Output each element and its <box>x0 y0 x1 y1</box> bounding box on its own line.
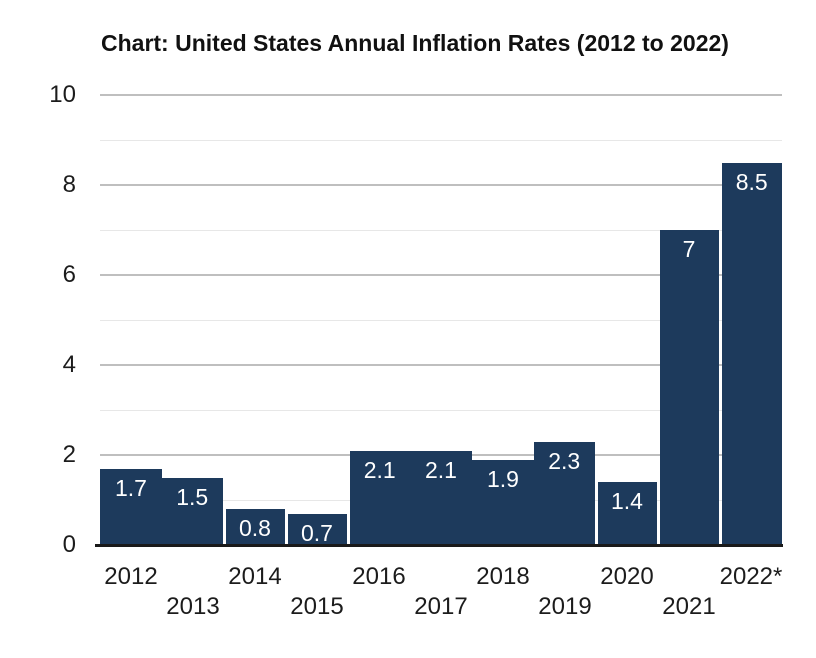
bar-value-label: 1.9 <box>487 465 519 492</box>
bar-2022: 8.5 <box>721 162 782 545</box>
bar-2017: 2.1 <box>410 450 472 545</box>
bar-2019: 2.3 <box>534 441 595 545</box>
gridline-major <box>100 274 782 276</box>
plot-area: 1.7 1.5 0.8 0.7 2.1 2.1 1.9 2.3 1.4 7 8.5 <box>100 94 782 546</box>
gridline-minor <box>100 140 782 141</box>
gridline-minor <box>100 230 782 231</box>
bar-2015: 0.7 <box>287 513 347 546</box>
y-tick-label: 6 <box>62 261 76 288</box>
x-tick-label-2019: 2019 <box>538 593 592 620</box>
bar-2018: 1.9 <box>472 459 534 545</box>
bar-value-label: 8.5 <box>735 168 768 195</box>
x-tick-label-2015: 2015 <box>290 593 344 620</box>
bar-2016: 2.1 <box>349 450 410 545</box>
gridline-minor <box>100 320 782 321</box>
bar-value-label: 0.8 <box>239 515 271 541</box>
gridline-major <box>100 184 782 186</box>
gridline-major <box>100 364 782 366</box>
bar-2020: 1.4 <box>597 482 657 545</box>
y-tick-label: 4 <box>62 351 76 378</box>
x-tick-label-2021: 2021 <box>662 593 716 620</box>
bar-2012: 1.7 <box>100 468 162 545</box>
bar-value-label: 2.1 <box>363 456 396 483</box>
x-tick-label-2016: 2016 <box>352 563 406 590</box>
chart-title: Chart: United States Annual Inflation Ra… <box>101 30 729 56</box>
x-tick-label-2012: 2012 <box>104 563 158 590</box>
bar-value-label: 1.5 <box>176 483 209 510</box>
x-tick-label-2014: 2014 <box>228 563 282 590</box>
y-tick-label: 8 <box>62 171 76 198</box>
x-tick-label-2013: 2013 <box>166 593 220 620</box>
bar-2013: 1.5 <box>162 477 223 545</box>
bar-2021: 7 <box>659 230 719 545</box>
bar-2014: 0.8 <box>225 509 285 545</box>
bar-value-label: 2.1 <box>425 456 457 483</box>
bar-value-label: 1.4 <box>611 488 643 514</box>
bar-value-label: 2.3 <box>548 447 581 474</box>
y-tick-label: 10 <box>49 81 76 108</box>
y-tick-label: 2 <box>62 441 76 468</box>
x-tick-label-2018: 2018 <box>476 563 530 590</box>
gridline-major <box>100 94 782 96</box>
x-tick-label-2022: 2022* <box>719 563 783 590</box>
y-tick-label: 0 <box>62 531 76 558</box>
gridline-minor <box>100 410 782 411</box>
x-axis-baseline <box>95 544 783 547</box>
bar-value-label: 1.7 <box>115 474 147 501</box>
bar-value-label: 7 <box>682 236 696 262</box>
bar-value-label: 0.7 <box>301 519 333 546</box>
x-tick-label-2020: 2020 <box>600 563 654 590</box>
x-tick-label-2017: 2017 <box>414 593 468 620</box>
